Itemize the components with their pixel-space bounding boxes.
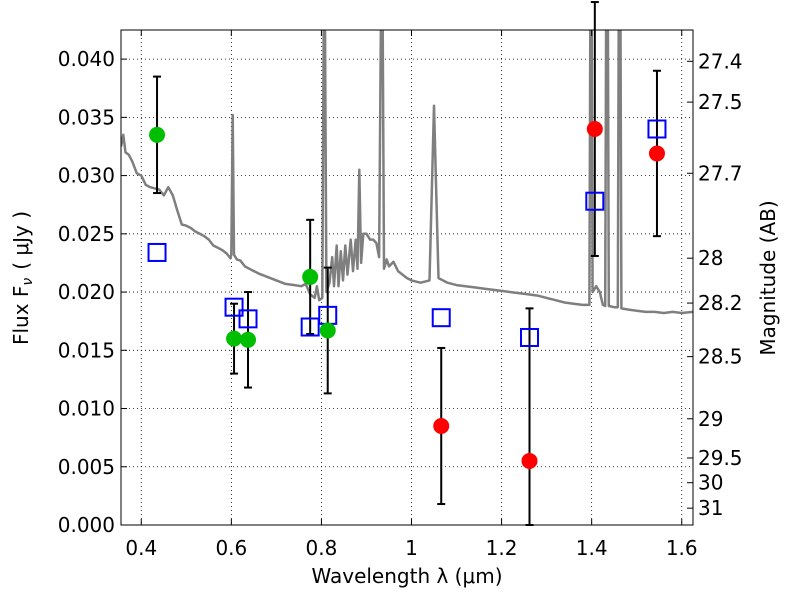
mag-tick-label: 30 bbox=[698, 471, 723, 495]
y-tick-label: 0.005 bbox=[58, 455, 115, 479]
mag-tick-label: 27.7 bbox=[698, 161, 743, 185]
y-tick-labels: 0.000 0.005 0.010 0.015 0.020 0.025 0.030 0.035… bbox=[58, 47, 115, 537]
model-photometry-square bbox=[147, 242, 167, 262]
detection-point bbox=[319, 322, 336, 339]
y-tick-label: 0.025 bbox=[58, 222, 115, 246]
mag-tick-label: 29.5 bbox=[698, 446, 743, 470]
model-photometry-square bbox=[224, 297, 244, 317]
y-tick-label: 0.010 bbox=[58, 397, 115, 421]
detection-point bbox=[149, 126, 166, 143]
upper-limit-point bbox=[586, 121, 603, 137]
mag-tick-label: 28.5 bbox=[698, 345, 743, 369]
y-tick-label: 0.030 bbox=[58, 164, 115, 188]
y-axis-label-main: Flux F bbox=[9, 286, 33, 345]
y2-axis-label: Magnitude (AB) bbox=[756, 200, 780, 355]
y-axis-label: Flux Fν ( μJy ) bbox=[9, 211, 36, 345]
model-photometry-square bbox=[238, 309, 258, 329]
x-tick-label: 1.4 bbox=[576, 536, 608, 560]
x-tick-labels: 0.4 0.6 0.8 1 1.2 1.4 1.6 bbox=[125, 536, 697, 560]
plot-frame bbox=[120, 29, 694, 526]
x-axis-label: Wavelength λ (μm) bbox=[311, 564, 502, 588]
ticks-layer bbox=[121, 30, 693, 526]
y-axis-label-unit: ( μJy ) bbox=[9, 211, 33, 270]
mag-tick-label: 31 bbox=[698, 496, 723, 520]
y-axis-label-subscript: ν bbox=[20, 278, 36, 286]
y-tick-label: 0.020 bbox=[58, 280, 115, 304]
x-tick-label: 0.8 bbox=[306, 536, 338, 560]
y-tick-label: 0.015 bbox=[58, 338, 115, 362]
x-tick-label: 1.2 bbox=[486, 536, 518, 560]
upper-limit-point bbox=[433, 418, 450, 434]
upper-limit-point bbox=[521, 452, 538, 469]
y-tick-label: 0.035 bbox=[58, 105, 115, 129]
model-photometry-square bbox=[300, 317, 320, 337]
model-photometry-square bbox=[585, 191, 605, 211]
y-axis-label-group: Flux Fν ( μJy ) bbox=[9, 211, 36, 345]
mag-tick-label: 28 bbox=[698, 246, 723, 270]
detection-point bbox=[302, 268, 319, 285]
x-tick-label: 0.6 bbox=[215, 536, 247, 560]
model-spectrum-layer bbox=[121, 30, 693, 315]
mag-tick-label: 28.2 bbox=[698, 291, 743, 315]
model-spectrum-line bbox=[121, 30, 693, 315]
model-photometry-square bbox=[431, 308, 451, 328]
detection-point bbox=[226, 330, 243, 347]
model-photometry-square bbox=[647, 119, 667, 139]
x-tick-label: 1 bbox=[405, 536, 418, 560]
markers-layer bbox=[147, 119, 667, 469]
detection-point bbox=[240, 331, 257, 348]
x-tick-label: 0.4 bbox=[125, 536, 157, 560]
upper-limit-point bbox=[648, 145, 665, 162]
mag-tick-label: 27.4 bbox=[698, 49, 743, 73]
x-tick-label: 1.6 bbox=[666, 536, 698, 560]
mag-tick-label: 27.5 bbox=[698, 90, 743, 114]
y-tick-label: 0.040 bbox=[58, 47, 115, 71]
y-tick-label: 0.000 bbox=[58, 513, 115, 537]
model-photometry-square bbox=[520, 327, 540, 347]
mag-tick-label: 29 bbox=[698, 407, 723, 431]
